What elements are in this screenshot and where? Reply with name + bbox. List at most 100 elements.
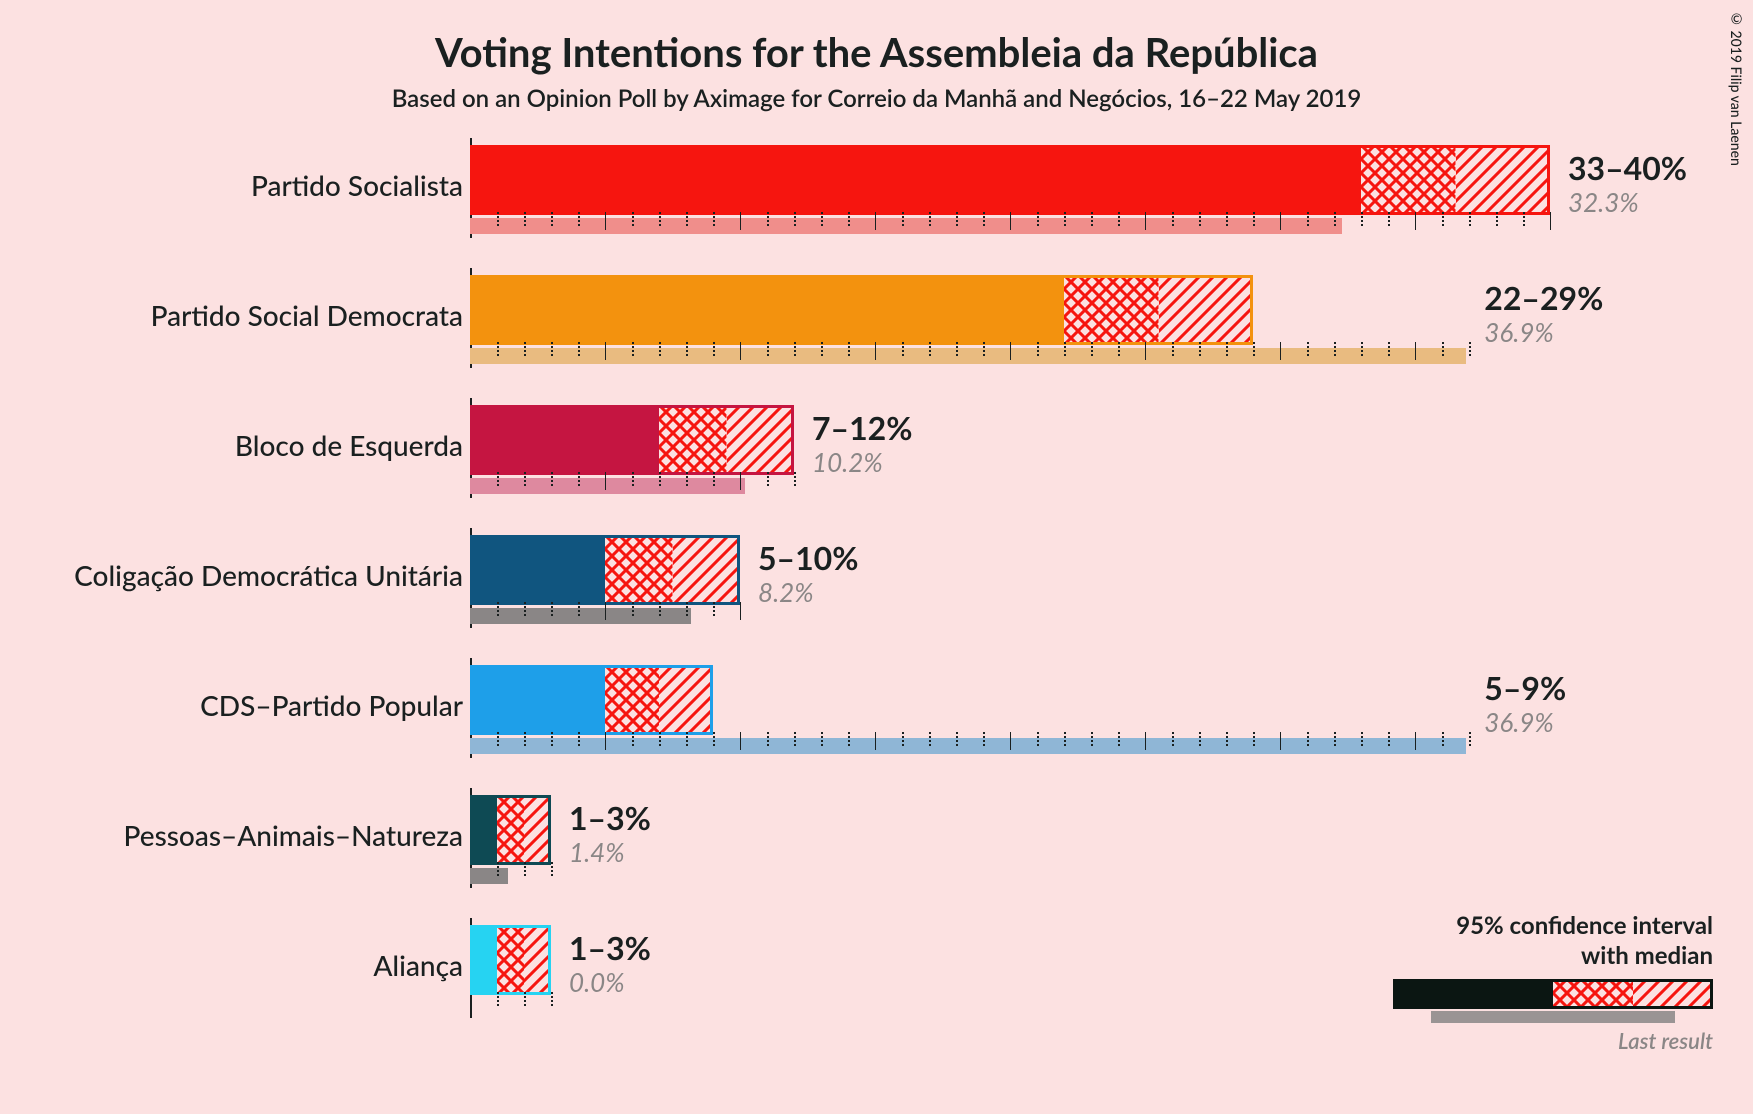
- tick-minor: [1199, 212, 1201, 226]
- bar-solid: [470, 535, 605, 605]
- tick-minor: [686, 342, 688, 356]
- tick-minor: [956, 212, 958, 226]
- tick-minor: [632, 472, 634, 486]
- last-result-label: 32.3%: [1568, 186, 1639, 218]
- tick-minor: [1118, 732, 1120, 746]
- tick-major: [1010, 342, 1011, 360]
- tick-major: [1415, 212, 1416, 230]
- tick-minor: [497, 992, 499, 1006]
- tick-minor: [767, 342, 769, 356]
- tick-minor: [821, 342, 823, 356]
- tick-minor: [686, 212, 688, 226]
- tick-minor: [1037, 732, 1039, 746]
- party-label: Pessoas–Animais–Natureza: [124, 818, 463, 852]
- party-row: Partido Social Democrata 22–29%36.9%: [0, 270, 1753, 385]
- bar-solid: [470, 145, 1361, 215]
- tick-minor: [1388, 212, 1390, 226]
- tick-minor: [497, 472, 499, 486]
- tick-minor: [524, 992, 526, 1006]
- tick-minor: [524, 602, 526, 616]
- tick-minor: [497, 602, 499, 616]
- tick-major: [1010, 212, 1011, 230]
- tick-minor: [902, 342, 904, 356]
- tick-minor: [821, 212, 823, 226]
- tick-minor: [767, 212, 769, 226]
- tick-major: [605, 212, 606, 230]
- party-row: Bloco de Esquerda 7–12%10.2%: [0, 400, 1753, 515]
- tick-minor: [524, 862, 526, 876]
- tick-minor: [686, 732, 688, 746]
- tick-minor: [632, 602, 634, 616]
- tick-minor: [551, 862, 553, 876]
- tick-minor: [1361, 342, 1363, 356]
- tick-minor: [929, 212, 931, 226]
- legend-outline: [1553, 979, 1713, 1009]
- tick-minor: [1469, 732, 1471, 746]
- tick-major: [605, 732, 606, 750]
- last-result-label: 36.9%: [1484, 316, 1553, 348]
- tick-minor: [1253, 212, 1255, 226]
- tick-minor: [1226, 342, 1228, 356]
- tick-minor: [848, 212, 850, 226]
- chart-subtitle: Based on an Opinion Poll by Aximage for …: [0, 76, 1753, 113]
- tick-group: [470, 862, 1550, 888]
- tick-minor: [632, 732, 634, 746]
- tick-group: [470, 602, 1550, 628]
- party-label: Partido Social Democrata: [151, 298, 463, 332]
- tick-minor: [1334, 212, 1336, 226]
- tick-minor: [686, 602, 688, 616]
- tick-major: [1415, 732, 1416, 750]
- tick-major: [740, 472, 741, 490]
- legend-last-bar: [1431, 1011, 1674, 1023]
- tick-major: [740, 212, 741, 230]
- tick-minor: [767, 732, 769, 746]
- tick-minor: [578, 602, 580, 616]
- tick-major: [875, 212, 876, 230]
- tick-major: [1280, 732, 1281, 750]
- tick-minor: [1253, 732, 1255, 746]
- tick-minor: [524, 472, 526, 486]
- party-label: Partido Socialista: [251, 168, 463, 202]
- bar-track: [470, 145, 1550, 215]
- tick-minor: [578, 732, 580, 746]
- last-result-label: 0.0%: [569, 966, 625, 998]
- tick-minor: [632, 342, 634, 356]
- tick-major: [605, 342, 606, 360]
- tick-minor: [632, 212, 634, 226]
- bar-solid: [470, 405, 659, 475]
- tick-minor: [1064, 342, 1066, 356]
- tick-minor: [1172, 342, 1174, 356]
- tick-minor: [821, 732, 823, 746]
- bar-outline: [1064, 275, 1253, 345]
- tick-minor: [1064, 732, 1066, 746]
- bar-solid: [470, 275, 1064, 345]
- tick-minor: [1199, 732, 1201, 746]
- party-label: Coligação Democrática Unitária: [74, 558, 463, 592]
- bar-outline: [605, 665, 713, 735]
- tick-major: [1010, 732, 1011, 750]
- legend: 95% confidence interval with median Last…: [1333, 911, 1713, 1054]
- tick-major: [605, 602, 606, 620]
- range-label: 7–12%: [812, 408, 912, 447]
- tick-major: [740, 342, 741, 360]
- chart-title: Voting Intentions for the Assembleia da …: [0, 0, 1753, 76]
- legend-solid: [1393, 979, 1553, 1009]
- tick-major: [1550, 212, 1551, 230]
- tick-minor: [1469, 212, 1471, 226]
- tick-minor: [1253, 342, 1255, 356]
- last-result-label: 8.2%: [758, 576, 814, 608]
- tick-minor: [551, 342, 553, 356]
- party-label: CDS–Partido Popular: [200, 688, 463, 722]
- tick-minor: [1496, 212, 1498, 226]
- tick-major: [875, 732, 876, 750]
- tick-minor: [524, 342, 526, 356]
- tick-minor: [497, 862, 499, 876]
- tick-minor: [1064, 212, 1066, 226]
- tick-minor: [659, 472, 661, 486]
- tick-minor: [1388, 732, 1390, 746]
- tick-minor: [1118, 212, 1120, 226]
- tick-minor: [983, 342, 985, 356]
- party-row: Pessoas–Animais–Natureza 1–3%1.4%: [0, 790, 1753, 905]
- tick-minor: [1442, 732, 1444, 746]
- tick-minor: [767, 472, 769, 486]
